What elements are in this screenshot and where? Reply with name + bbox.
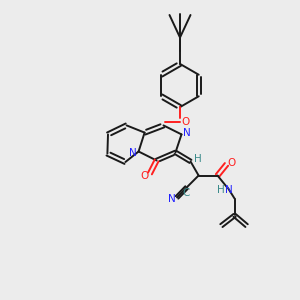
Text: C: C (182, 188, 190, 198)
Text: N: N (183, 128, 191, 138)
Text: N: N (168, 194, 176, 204)
Text: N: N (129, 148, 137, 158)
Text: O: O (140, 171, 149, 181)
Text: O: O (181, 117, 190, 128)
Text: H: H (217, 184, 225, 195)
Text: O: O (228, 158, 236, 168)
Text: N: N (225, 184, 233, 195)
Text: H: H (194, 154, 202, 164)
